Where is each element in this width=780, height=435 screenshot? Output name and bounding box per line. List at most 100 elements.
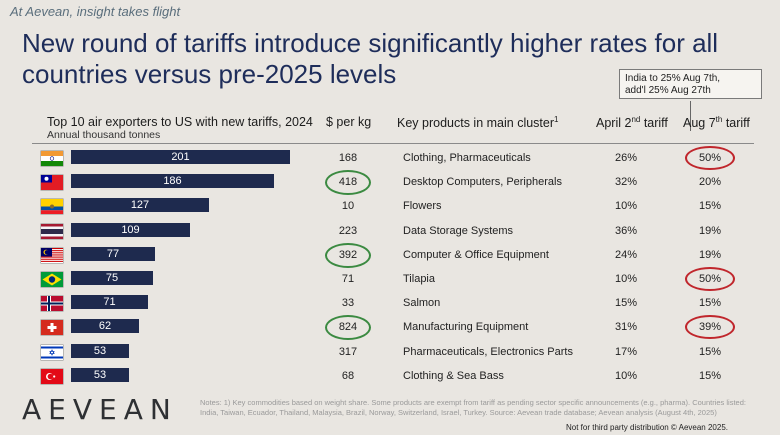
footer-text: Not for third party distribution © Aevea… xyxy=(566,423,728,432)
bar-ecuador xyxy=(71,198,209,213)
table-row: 53 68 Clothing & Sea Bass 10% 15% xyxy=(0,365,780,389)
aug-tariff-cell: 15% xyxy=(698,200,722,213)
table-row: 53 317 Pharmaceuticals, Electronics Parts 1… xyxy=(0,341,780,365)
april-header-sup: nd xyxy=(631,115,641,124)
per-kg-value: 317 xyxy=(338,345,358,358)
callout-connector xyxy=(690,101,691,131)
product-cell: Tilapia xyxy=(403,273,435,285)
header-divider xyxy=(32,143,754,144)
aug-tariff-cell: 15% xyxy=(698,345,722,358)
slide-title: New round of tariffs introduce significa… xyxy=(22,28,719,89)
footnotes: Notes: 1) Key commodities based on weigh… xyxy=(200,398,746,417)
red-highlight-ring xyxy=(685,315,735,340)
bar-value-label: 109 xyxy=(121,223,140,236)
per-kg-value: 68 xyxy=(341,369,355,382)
chart-header: Top 10 air exporters to US with new tari… xyxy=(47,115,313,129)
products-header: Key products in main cluster1 xyxy=(397,115,558,130)
bar-israel xyxy=(71,343,129,358)
product-cell: Clothing, Pharmaceuticals xyxy=(403,152,531,164)
aug-tariff-cell: 15% xyxy=(698,297,722,310)
chart-subheader: Annual thousand tonnes xyxy=(47,129,161,141)
bar-value-label: 53 xyxy=(93,344,107,357)
india-callout: India to 25% Aug 7th, add'l 25% Aug 27th xyxy=(619,69,762,99)
product-cell: Data Storage Systems xyxy=(403,224,514,237)
product-cell: Desktop Computers, Peripherals xyxy=(403,176,562,189)
bar-switzerland xyxy=(71,319,139,334)
switzerland-flag xyxy=(41,320,63,336)
table-row: 77 392 Computer & Office Equipment 24% 19% xyxy=(0,242,780,268)
aug-tariff-header: Aug 7th tariff xyxy=(683,115,750,130)
bar-value-label: 71 xyxy=(103,296,116,309)
bar-value-label: 186 xyxy=(163,175,182,188)
product-cell: Manufacturing Equipment xyxy=(403,321,529,334)
aug-tariff-cell: 20% xyxy=(698,176,722,189)
norway-flag xyxy=(41,296,63,312)
bar-brazil xyxy=(71,271,153,285)
april-tariff-cell: 31% xyxy=(614,321,638,334)
table-row: 186 418 Desktop Computers, Peripherals 32% 2… xyxy=(0,170,780,196)
ecuador-flag xyxy=(41,199,63,215)
product-cell: Salmon xyxy=(403,297,441,310)
taiwan-flag xyxy=(41,175,63,191)
april-header-post: tariff xyxy=(640,116,668,131)
bar-thailand xyxy=(71,222,190,237)
bar-norway xyxy=(71,295,148,310)
april-tariff-cell: 17% xyxy=(614,345,638,358)
products-footnote-mark: 1 xyxy=(554,115,559,124)
april-tariff-cell: 36% xyxy=(614,224,638,237)
products-header-text: Key products in main cluster xyxy=(397,116,555,131)
bar-value-label: 53 xyxy=(93,368,107,381)
april-tariff-cell: 26% xyxy=(614,152,638,164)
april-tariff-cell: 32% xyxy=(614,176,638,189)
bar-value-label: 62 xyxy=(98,320,112,333)
callout-line-2: add'l 25% Aug 27th xyxy=(625,85,711,96)
data-table: 201 168 Clothing, Pharmaceuticals 26% 50% 186… xyxy=(0,146,780,392)
brazil-flag xyxy=(41,272,63,287)
callout-line-1: India to 25% Aug 7th, xyxy=(625,73,721,84)
per-kg-value: 223 xyxy=(338,224,358,237)
per-kg-value: 10 xyxy=(341,200,355,213)
per-kg-value: 168 xyxy=(338,152,358,164)
bar-value-label: 77 xyxy=(106,247,120,260)
aug-tariff-cell: 19% xyxy=(698,224,722,237)
product-cell: Clothing & Sea Bass xyxy=(403,369,504,382)
per-kg-value: 71 xyxy=(341,273,355,285)
aevean-logo: AEVEAN xyxy=(22,393,178,426)
bar-taiwan xyxy=(71,174,274,189)
april-tariff-header: April 2nd tariff xyxy=(596,115,668,130)
april-tariff-cell: 15% xyxy=(614,297,638,310)
table-row: 201 168 Clothing, Pharmaceuticals 26% 50% xyxy=(0,146,780,171)
green-highlight-ring xyxy=(325,242,371,268)
april-tariff-cell: 10% xyxy=(614,200,638,213)
aug-header-post: tariff xyxy=(722,116,750,131)
product-cell: Flowers xyxy=(403,200,442,213)
april-header-pre: April 2 xyxy=(596,116,632,131)
turkey-flag xyxy=(41,368,63,384)
aug-tariff-cell: 15% xyxy=(698,369,722,382)
per-kg-header: $ per kg xyxy=(326,115,372,129)
table-row: 62 824 Manufacturing Equipment 31% 39% xyxy=(0,315,780,341)
red-highlight-ring xyxy=(685,146,735,170)
bar-value-label: 127 xyxy=(130,199,150,212)
april-tariff-cell: 10% xyxy=(614,369,638,382)
bar-value-label: 75 xyxy=(105,272,119,284)
aug-header-pre: Aug 7 xyxy=(683,116,716,131)
product-cell: Pharmaceuticals, Electronics Parts xyxy=(403,345,573,358)
product-cell: Computer & Office Equipment xyxy=(403,248,549,261)
red-highlight-ring xyxy=(685,267,735,291)
green-highlight-ring xyxy=(325,315,371,341)
bar-value-label: 201 xyxy=(171,151,190,163)
india-flag xyxy=(41,151,63,166)
table-row: 109 223 Data Storage Systems 36% 19% xyxy=(0,220,780,244)
table-row: 75 71 Tilapia 10% 50% xyxy=(0,267,780,292)
per-kg-value: 33 xyxy=(341,297,355,310)
thailand-flag xyxy=(41,223,63,239)
bar-malaysia xyxy=(71,246,155,261)
april-tariff-cell: 10% xyxy=(614,273,638,285)
table-row: 71 33 Salmon 15% 15% xyxy=(0,292,780,316)
tagline: At Aevean, insight takes flight xyxy=(10,4,181,19)
malaysia-flag xyxy=(41,247,63,263)
aug-tariff-cell: 19% xyxy=(698,248,722,261)
israel-flag xyxy=(41,344,63,360)
green-highlight-ring xyxy=(325,170,371,196)
